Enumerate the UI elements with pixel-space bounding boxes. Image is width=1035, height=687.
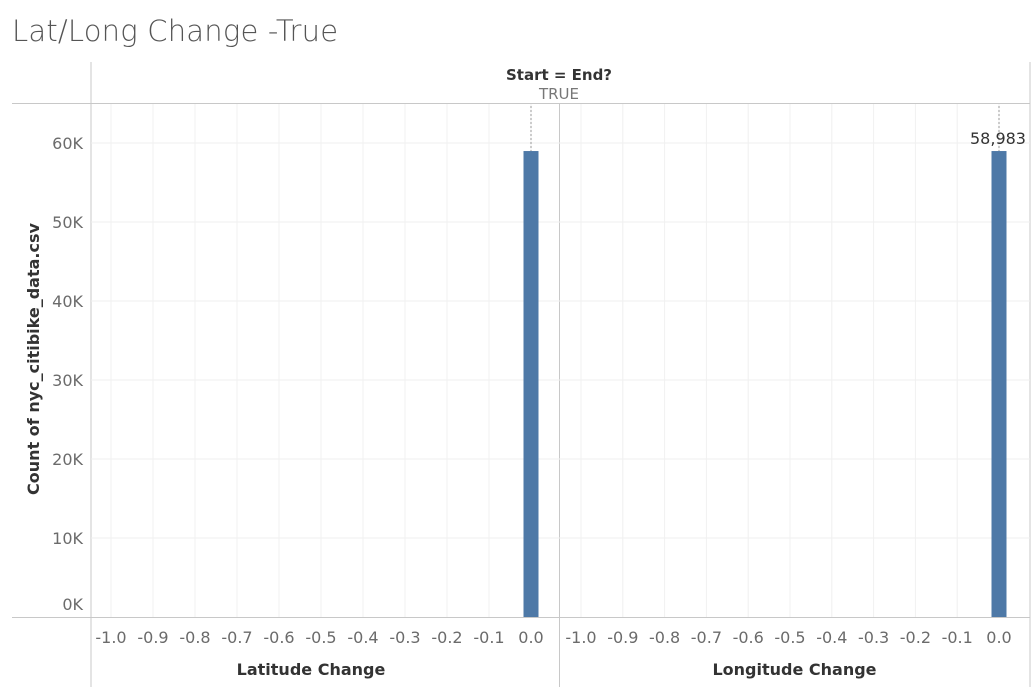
y-axis-title: Count of nyc_citibike_data.csv: [24, 222, 43, 494]
x-tick-label: -0.6: [263, 628, 294, 647]
chart-frame: [12, 62, 1031, 687]
x-tick-label: -0.5: [305, 628, 336, 647]
y-tick-label: 30K: [52, 371, 83, 390]
x-tick-label: -0.2: [431, 628, 462, 647]
chart-title: Lat/Long Change -True: [12, 14, 339, 48]
panel-latitude: -1.0 -0.9 -0.8 -0.7 -0.6 -0.5 -0.4 -0.3 -0.2 -0.1…: [95, 104, 544, 679]
histogram-bar: [991, 151, 1007, 617]
x-axis-title: Longitude Change: [712, 660, 876, 679]
gridlines: [91, 142, 1030, 539]
y-tick-label: 50K: [52, 213, 83, 232]
x-tick-label: -0.1: [473, 628, 504, 647]
y-tick-label: 0K: [62, 595, 83, 614]
y-tick-label: 40K: [52, 292, 83, 311]
x-tick-label: -0.7: [691, 628, 722, 647]
x-tick-label: -0.3: [389, 628, 420, 647]
column-header: Start = End? TRUE: [506, 66, 612, 103]
y-tick-label: 10K: [52, 529, 83, 548]
x-tick-label: -0.7: [221, 628, 252, 647]
histogram-bar: [523, 151, 539, 617]
column-header-value: TRUE: [538, 85, 579, 103]
y-tick-label: 20K: [52, 450, 83, 469]
x-tick-label: -0.9: [137, 628, 168, 647]
x-axis-title: Latitude Change: [237, 660, 386, 679]
x-tick-label: -0.9: [607, 628, 638, 647]
x-tick-label: 0.0: [518, 628, 543, 647]
x-tick-label: -0.8: [649, 628, 680, 647]
x-tick-label: -0.2: [900, 628, 931, 647]
x-tick-label: -1.0: [95, 628, 126, 647]
y-axis: 60K 50K 40K 30K 20K 10K 0K: [52, 134, 83, 614]
x-tick-label: -0.4: [347, 628, 378, 647]
column-header-title: Start = End?: [506, 66, 612, 84]
x-tick-label: -0.8: [179, 628, 210, 647]
x-tick-label: -0.5: [774, 628, 805, 647]
x-tick-label: -1.0: [565, 628, 596, 647]
panels: -1.0 -0.9 -0.8 -0.7 -0.6 -0.5 -0.4 -0.3 -0.2 -0.1…: [95, 104, 1026, 679]
panel-longitude: -1.0 -0.9 -0.8 -0.7 -0.6 -0.5 -0.4 -0.3 -0.2 -0.1…: [565, 104, 1026, 679]
x-tick-label: -0.3: [858, 628, 889, 647]
x-tick-label: -0.4: [816, 628, 847, 647]
x-tick-label: -0.6: [733, 628, 764, 647]
x-tick-label: -0.1: [942, 628, 973, 647]
x-tick-label: 0.0: [986, 628, 1011, 647]
bar-data-label: 58,983: [970, 129, 1026, 148]
y-tick-label: 60K: [52, 134, 83, 153]
